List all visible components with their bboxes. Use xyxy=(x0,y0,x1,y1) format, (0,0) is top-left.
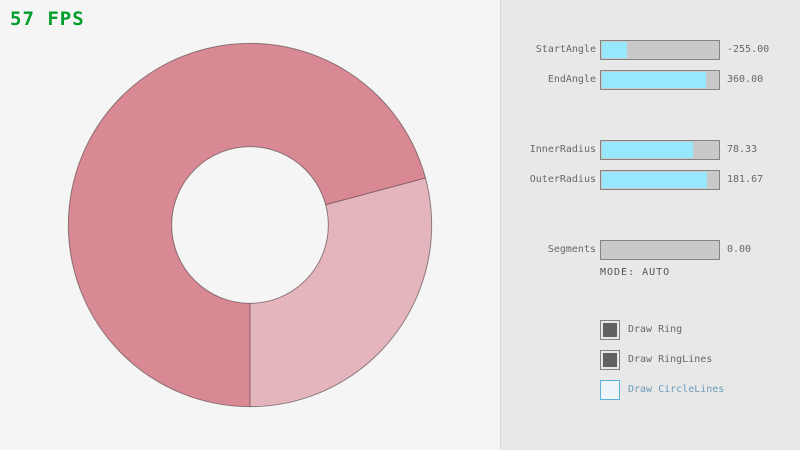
outerradius-sliderbar[interactable] xyxy=(600,170,720,190)
draw-ring-label: Draw Ring xyxy=(628,324,683,335)
draw-ringlines-checkmark xyxy=(603,353,617,367)
endangle-label: EndAngle xyxy=(547,74,596,85)
outerradius-slider-fill xyxy=(602,172,708,188)
fps-counter: 57 FPS xyxy=(10,8,85,30)
outerradius-value: 181.67 xyxy=(727,174,764,185)
startangle-value: -255.00 xyxy=(727,44,770,55)
slider-row-segments: Segments 0.00 xyxy=(501,240,800,260)
slider-row-outerradius: OuterRadius 181.67 xyxy=(501,170,800,190)
draw-circlelines-checkbox[interactable] xyxy=(600,380,620,400)
segments-label: Segments xyxy=(547,244,596,255)
ring-inner-line xyxy=(171,146,329,304)
endangle-value: 360.00 xyxy=(727,74,764,85)
ring-sector-single-pass xyxy=(250,177,432,407)
slider-row-endangle: EndAngle 360.00 xyxy=(501,70,800,90)
donut-ring-canvas xyxy=(67,42,433,408)
slider-row-startangle: StartAngle -255.00 xyxy=(501,40,800,60)
innerradius-sliderbar[interactable] xyxy=(600,140,720,160)
checkbox-row-draw-ringlines: Draw RingLines xyxy=(501,350,800,370)
draw-ringlines-checkbox[interactable] xyxy=(600,350,620,370)
endangle-slider-fill xyxy=(602,72,707,88)
slider-row-innerradius: InnerRadius 78.33 xyxy=(501,140,800,160)
mode-label: MODE: AUTO xyxy=(600,267,671,278)
ring-outer-line xyxy=(67,42,433,408)
startangle-label: StartAngle xyxy=(535,44,596,55)
outerradius-label: OuterRadius xyxy=(529,174,596,185)
ring-radial-line-start xyxy=(325,177,426,206)
startangle-slider-fill xyxy=(602,42,628,58)
innerradius-label: InnerRadius xyxy=(529,144,596,155)
draw-ring-checkmark xyxy=(603,323,617,337)
draw-circlelines-label: Draw CircleLines xyxy=(628,384,725,395)
startangle-sliderbar[interactable] xyxy=(600,40,720,60)
endangle-sliderbar[interactable] xyxy=(600,70,720,90)
controls-panel: StartAngle -255.00 EndAngle 360.00 Inner… xyxy=(500,0,800,450)
checkbox-row-draw-ring: Draw Ring xyxy=(501,320,800,340)
draw-ringlines-label: Draw RingLines xyxy=(628,354,713,365)
innerradius-value: 78.33 xyxy=(727,144,758,155)
segments-sliderbar[interactable] xyxy=(600,240,720,260)
draw-ring-checkbox[interactable] xyxy=(600,320,620,340)
innerradius-slider-fill xyxy=(602,142,693,158)
segments-value: 0.00 xyxy=(727,244,752,255)
checkbox-row-draw-circlelines: Draw CircleLines xyxy=(501,380,800,400)
